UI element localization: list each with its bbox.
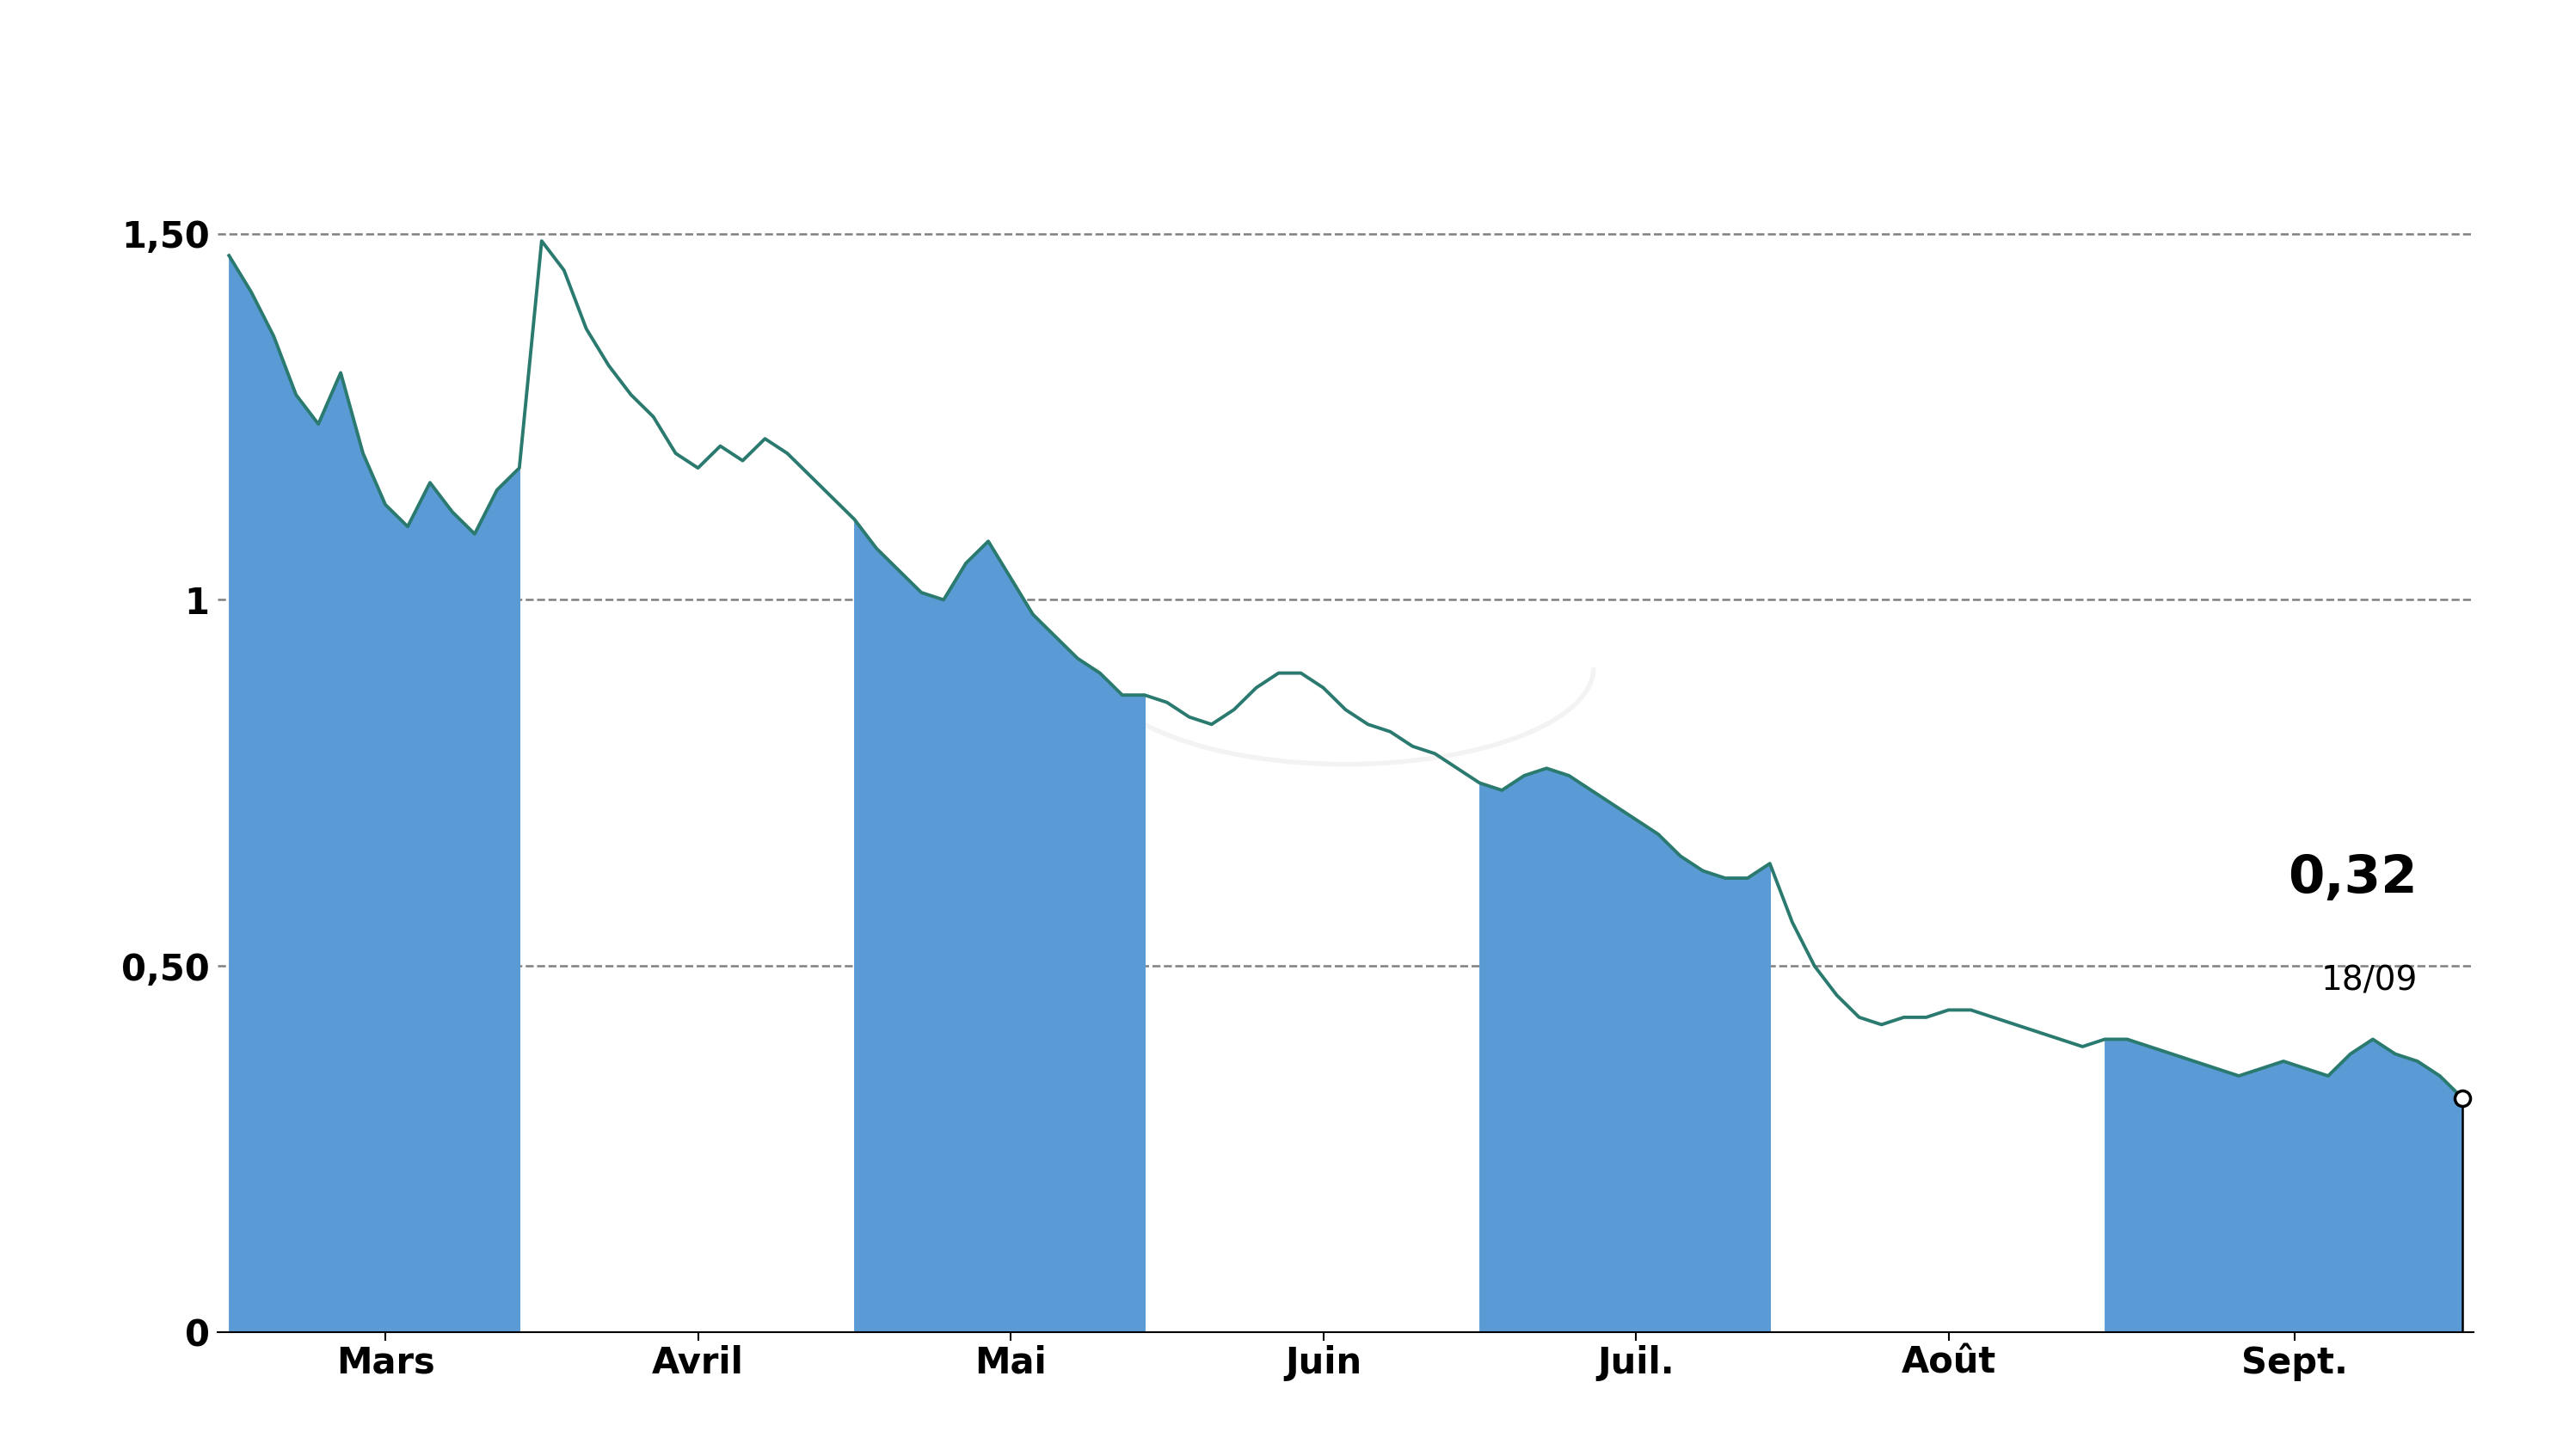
Text: 0,32: 0,32 <box>2289 853 2417 904</box>
Text: 18/09: 18/09 <box>2322 964 2417 997</box>
Text: Biotricity, Inc.: Biotricity, Inc. <box>1000 19 1563 90</box>
